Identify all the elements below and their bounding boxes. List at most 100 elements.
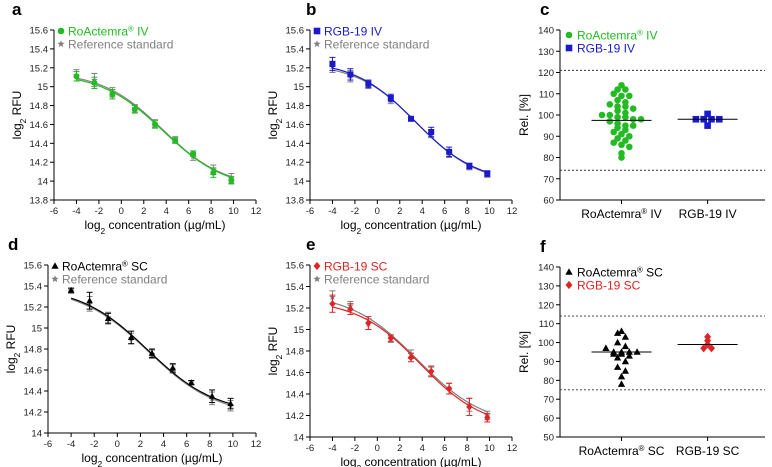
y-tick-label: 15 — [293, 325, 304, 336]
x-tick-label: -4 — [328, 206, 336, 217]
fit-curve — [70, 297, 231, 405]
x-tick-label: -2 — [95, 206, 103, 217]
data-point — [329, 299, 336, 308]
x-tick-label: -2 — [351, 206, 359, 217]
category-label: RGB-19 SC — [676, 444, 740, 458]
y-tick-label: 15.6 — [30, 26, 49, 37]
data-point — [618, 141, 625, 149]
y-tick-label: 15 — [293, 82, 304, 93]
y-tick-label: 15.6 — [24, 261, 43, 272]
y-tick-label: 13.8 — [30, 196, 49, 207]
y-tick-label: 100 — [538, 111, 554, 122]
data-point — [614, 135, 621, 142]
x-tick-label: 10 — [228, 439, 239, 450]
y-tick-label: 90 — [543, 132, 554, 143]
data-point — [606, 101, 614, 108]
x-tick-label: -6 — [306, 443, 314, 454]
y-axis-label: log2 RFU — [10, 91, 28, 140]
data-point — [626, 92, 633, 100]
y-tick-label: 80 — [543, 376, 554, 387]
data-point — [618, 149, 625, 157]
group-rgb-19-iv — [677, 110, 738, 129]
x-tick-label: 0 — [115, 439, 120, 450]
y-tick-label: 14.4 — [286, 139, 305, 150]
data-point — [610, 128, 617, 136]
legend-label: RoActemra® IV — [68, 24, 148, 39]
y-tick-label: 140 — [538, 26, 554, 37]
y-axis-label: log2 RFU — [266, 327, 284, 376]
panel-d: d 14 14.2 14.4 14.6 14.8 15 15.2 15.4 15.6 -6 -4 -2 0… — [4, 235, 261, 467]
data-point — [614, 96, 621, 104]
group-roactemra-iv — [591, 81, 652, 161]
panel-a: a 13.8 14 14.2 14.4 14.6 14.8 15 15.2 15.4 15.6 -6 -… — [10, 0, 261, 236]
legend-label: Reference standard — [62, 273, 167, 287]
y-axis-label: Rel. [%] — [517, 94, 531, 136]
x-tick-label: 12 — [507, 206, 518, 217]
data-point — [622, 109, 629, 117]
y-tick-label: 110 — [539, 319, 554, 330]
y-tick-label: 60 — [543, 414, 554, 425]
data-point — [614, 120, 621, 127]
x-tick-label: -6 — [44, 439, 52, 450]
legend-label: Reference standard — [68, 38, 173, 52]
data-point — [704, 110, 711, 118]
x-tick-label: 0 — [375, 443, 380, 454]
data-point — [169, 364, 177, 371]
y-tick-label: 13.8 — [286, 196, 305, 207]
data-point — [152, 121, 158, 128]
panel-letter: c — [540, 0, 549, 19]
y-tick-label: 14.8 — [286, 101, 305, 112]
legend-marker — [57, 40, 65, 48]
x-tick-label: 6 — [442, 443, 447, 454]
data-point — [613, 353, 622, 361]
data-point — [622, 86, 629, 93]
data-point — [365, 80, 372, 87]
data-point — [408, 115, 414, 122]
x-tick-label: 12 — [251, 206, 262, 217]
data-point — [629, 115, 637, 123]
y-tick-label: 14.6 — [30, 120, 49, 131]
data-point — [387, 334, 394, 342]
y-tick-label: 14 — [37, 177, 48, 188]
legend-label: RGB-19 IV — [324, 25, 382, 39]
y-axis-label: log2 RFU — [4, 325, 22, 374]
data-point — [626, 132, 633, 140]
data-point — [208, 392, 216, 399]
data-point — [614, 103, 621, 110]
data-point — [610, 139, 617, 146]
data-point — [172, 137, 179, 144]
x-tick-label: 8 — [208, 206, 213, 217]
series-roactemra-sc — [67, 286, 234, 410]
data-point — [347, 305, 354, 313]
legend-marker — [565, 44, 573, 52]
data-point — [109, 91, 116, 98]
data-point — [622, 122, 629, 129]
x-tick-label: 12 — [507, 443, 518, 454]
legend-label: Reference standard — [324, 38, 429, 52]
y-tick-label: 60 — [543, 196, 554, 207]
y-tick-label: 70 — [543, 174, 554, 185]
y-axis-label: Rel. [%] — [517, 331, 531, 373]
data-point — [626, 143, 633, 151]
data-point — [190, 150, 197, 157]
x-tick-label: 2 — [138, 439, 143, 450]
data-point — [91, 79, 98, 86]
data-point — [613, 329, 622, 336]
y-tick-label: 100 — [538, 338, 554, 349]
y-tick-label: 15 — [37, 82, 48, 93]
series-roactemra-iv — [73, 71, 235, 185]
legend-label: Reference standard — [324, 273, 429, 287]
data-point — [428, 367, 435, 376]
legend-marker — [51, 262, 59, 269]
data-point — [617, 380, 626, 387]
series-rgb-19-sc — [329, 294, 491, 423]
y-tick-label: 14.4 — [24, 387, 43, 398]
y-tick-label: 14 — [293, 433, 304, 444]
group-roactemra-sc — [591, 327, 652, 387]
data-point — [484, 413, 491, 422]
x-tick-label: 4 — [420, 443, 425, 454]
y-tick-label: 15.2 — [30, 63, 49, 74]
legend-label: RGB-19 SC — [324, 260, 388, 274]
data-point — [484, 170, 491, 177]
